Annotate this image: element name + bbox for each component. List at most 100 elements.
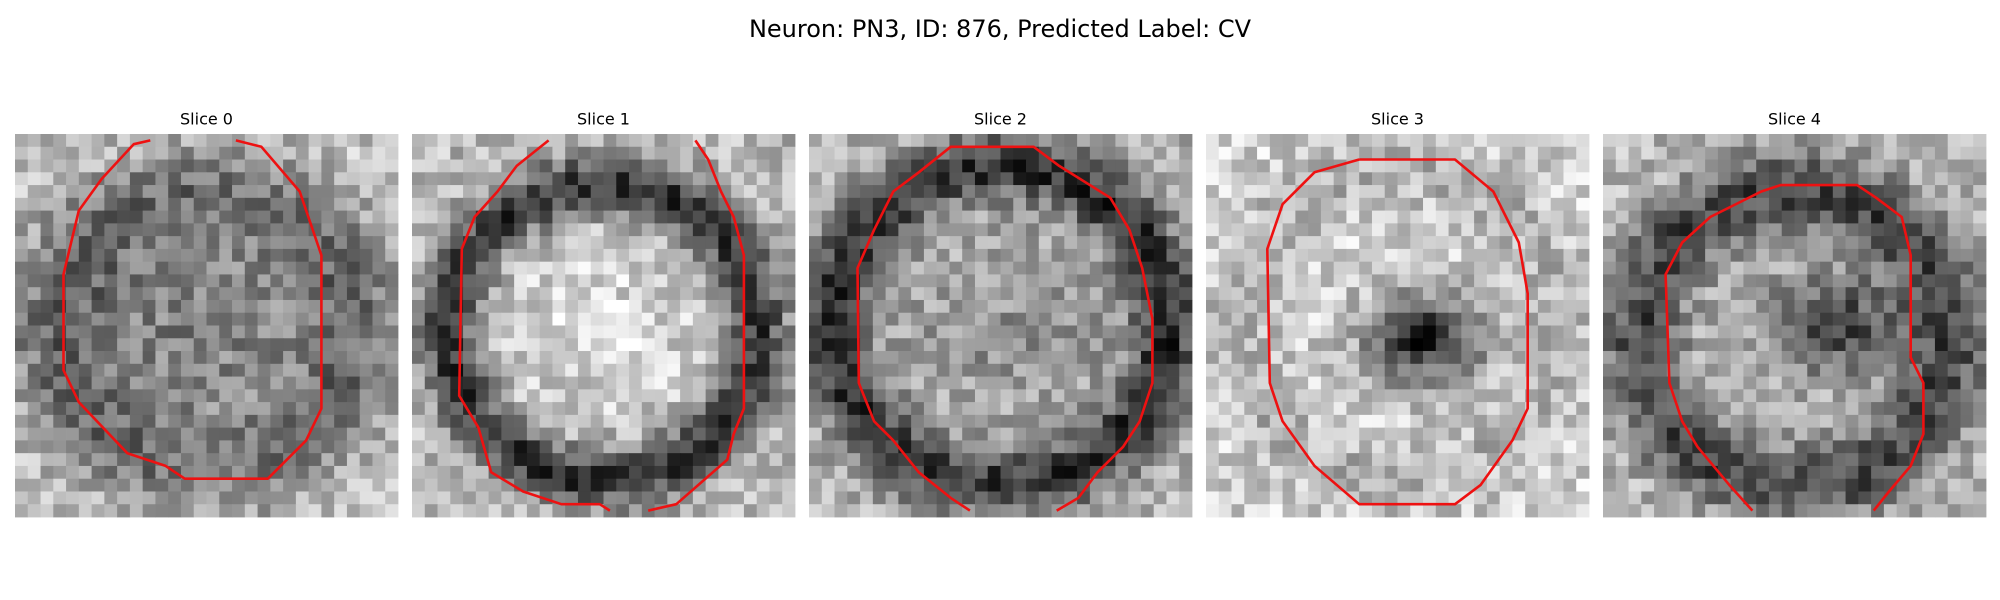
pixel: [1295, 414, 1309, 429]
pixel: [769, 414, 783, 429]
pixel: [424, 478, 438, 492]
pixel: [1641, 440, 1655, 454]
pixel: [463, 478, 477, 492]
pixel: [232, 504, 246, 518]
pixel: [424, 453, 438, 467]
pixel: [475, 465, 489, 480]
pixel: [514, 363, 528, 377]
pixel: [692, 274, 707, 288]
pixel: [244, 223, 258, 237]
pixel: [809, 159, 823, 173]
pixel: [1384, 287, 1398, 301]
pixel: [1346, 504, 1360, 518]
pixel: [359, 172, 373, 186]
pixel: [1038, 299, 1052, 314]
pixel: [1359, 261, 1373, 275]
pixel: [180, 299, 195, 314]
pixel: [244, 312, 258, 326]
pixel: [1384, 197, 1398, 211]
pixel: [1333, 261, 1347, 275]
pixel: [1743, 159, 1757, 173]
pixel: [1576, 376, 1590, 390]
pixel: [385, 287, 399, 301]
pixel: [616, 261, 630, 275]
pixel: [847, 504, 861, 518]
pixel: [1128, 427, 1142, 441]
pixel: [1756, 146, 1770, 160]
pixel: [1654, 440, 1668, 454]
pixel: [1153, 134, 1167, 148]
pixel: [834, 351, 848, 365]
pixel: [962, 465, 976, 480]
pixel: [911, 210, 925, 224]
pixel: [117, 402, 131, 416]
pixel: [1089, 274, 1104, 288]
pixel: [1051, 248, 1065, 263]
pixel: [603, 236, 617, 250]
pixel: [334, 491, 348, 505]
pixel: [91, 376, 105, 390]
pixel: [641, 312, 655, 326]
pixel: [219, 491, 233, 505]
pixel: [1064, 197, 1078, 211]
pixel: [1537, 172, 1552, 186]
pixel: [501, 274, 515, 288]
pixel: [1448, 287, 1462, 301]
pixel: [756, 261, 770, 275]
pixel: [641, 325, 655, 339]
pixel: [616, 312, 630, 326]
pixel: [1730, 210, 1744, 224]
pixel: [526, 299, 541, 314]
pixel: [129, 414, 144, 429]
pixel: [1346, 440, 1360, 454]
pixel: [424, 325, 438, 339]
pixel: [1206, 248, 1220, 263]
pixel: [769, 299, 783, 314]
pixel: [898, 299, 912, 314]
pixel: [295, 287, 310, 301]
pixel: [1756, 478, 1770, 492]
pixel: [295, 504, 310, 518]
pixel: [692, 376, 707, 390]
pixel: [1269, 185, 1283, 199]
pixel: [731, 325, 745, 339]
pixel: [1717, 146, 1732, 160]
pixel: [206, 248, 220, 263]
pixel: [1448, 312, 1462, 326]
pixel: [1371, 414, 1386, 429]
pixel: [514, 312, 528, 326]
pixel: [1576, 248, 1590, 263]
pixel: [412, 134, 426, 148]
pixel: [1089, 491, 1104, 505]
pixel: [885, 491, 899, 505]
pixel: [1153, 440, 1167, 454]
pixel: [911, 287, 925, 301]
pixel: [437, 363, 451, 377]
pixel: [1654, 453, 1668, 467]
pixel: [359, 146, 373, 160]
pixel: [193, 478, 207, 492]
pixel: [1654, 389, 1668, 403]
pixel: [321, 287, 335, 301]
pixel: [15, 287, 29, 301]
pixel: [565, 197, 579, 211]
pixel: [15, 172, 29, 186]
pixel: [1858, 504, 1872, 518]
pixel: [603, 504, 617, 518]
pixel: [949, 299, 963, 314]
pixel: [552, 414, 566, 429]
pixel: [334, 351, 348, 365]
pixel: [949, 172, 963, 186]
pixel: [270, 453, 284, 467]
pixel: [821, 389, 835, 403]
pixel: [1692, 159, 1706, 173]
pixel: [1026, 491, 1040, 505]
pixel: [283, 453, 297, 467]
pixel: [1384, 325, 1398, 339]
pixel: [257, 172, 271, 186]
pixel: [577, 299, 592, 314]
pixel: [1371, 504, 1386, 518]
pixel: [860, 440, 874, 454]
pixel: [1371, 389, 1386, 403]
pixel: [1371, 453, 1386, 467]
